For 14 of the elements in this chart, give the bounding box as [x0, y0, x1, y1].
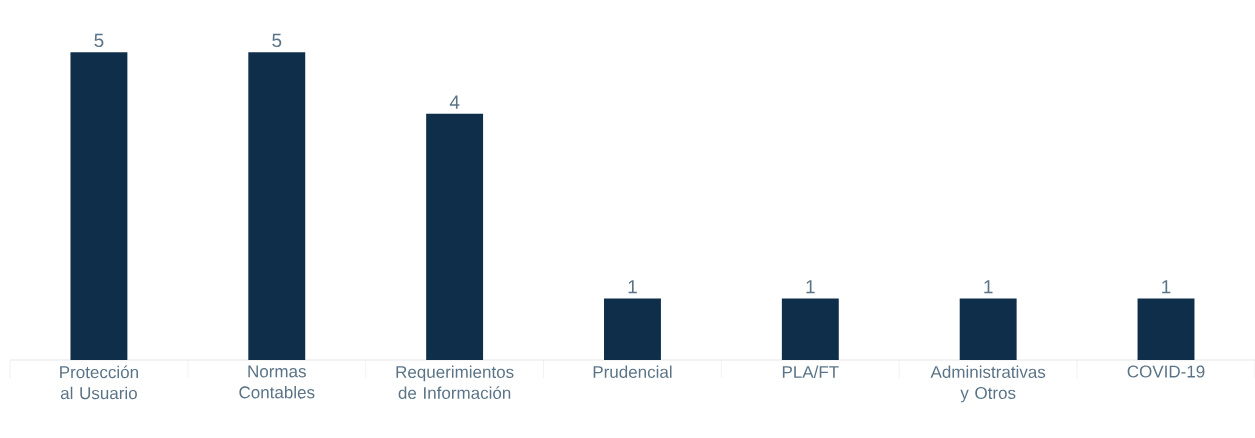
data-label: 5 — [94, 33, 104, 48]
x-tick-label: COVID-19 — [1127, 365, 1205, 378]
x-tick-label: PLA/FT — [782, 365, 839, 379]
data-label: 1 — [984, 280, 993, 294]
x-tick-label: Normas Contables — [239, 365, 315, 399]
x-tick-label: Prudencial — [593, 365, 672, 379]
data-label: 1 — [1162, 280, 1171, 294]
data-label: 4 — [449, 95, 460, 109]
x-tick-label: Requerimientos de Información — [396, 365, 514, 400]
x-tick-label: Protección al Usuario — [60, 365, 138, 400]
data-label: 1 — [628, 280, 637, 294]
x-tick-label: Administrativas y Otros — [930, 365, 1046, 403]
data-label: 5 — [272, 33, 282, 48]
data-label: 1 — [806, 280, 815, 294]
